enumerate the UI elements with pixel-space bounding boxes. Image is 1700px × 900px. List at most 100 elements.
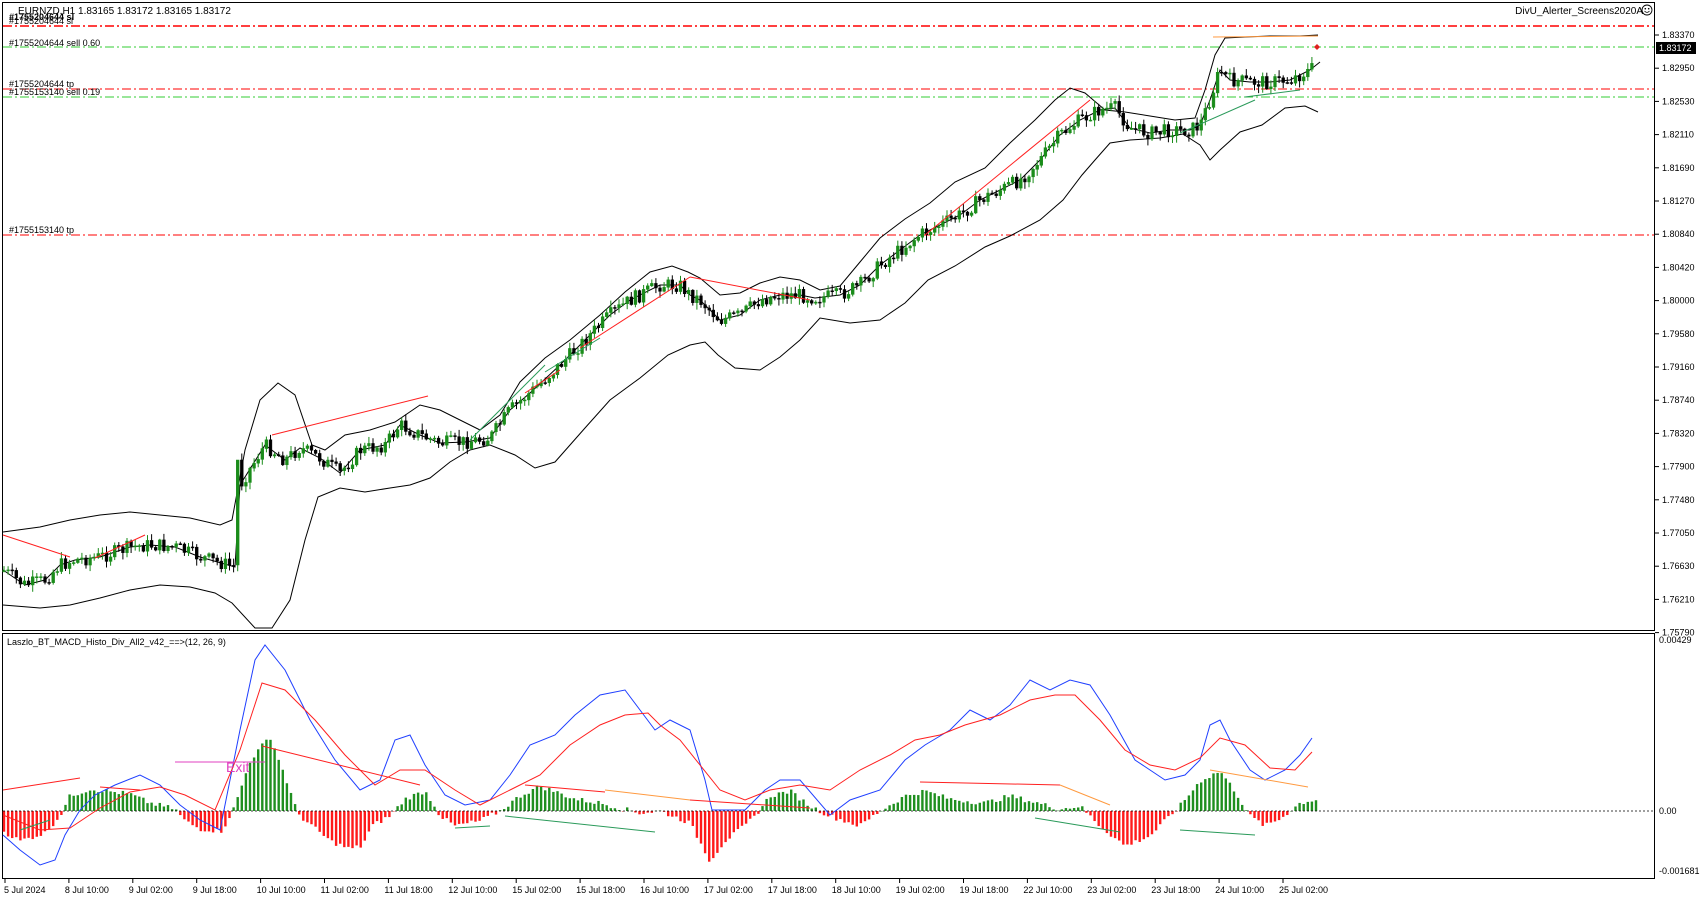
macd-divergence-line bbox=[1059, 784, 1111, 806]
lower-band bbox=[2, 105, 1319, 629]
histogram-bar bbox=[859, 811, 863, 824]
histogram-bar bbox=[617, 810, 621, 811]
histogram-bar bbox=[642, 811, 645, 814]
time-tick-label: 8 Jul 10:00 bbox=[65, 885, 109, 895]
candle-body bbox=[1113, 101, 1117, 104]
time-tick-label: 9 Jul 18:00 bbox=[193, 885, 237, 895]
histogram-bar bbox=[412, 793, 416, 811]
macd-divergence-line bbox=[524, 784, 606, 793]
main-chart-panel[interactable] bbox=[2, 2, 1655, 631]
price-tick-label: 1.78740 bbox=[1662, 395, 1695, 405]
candle-body bbox=[18, 577, 23, 585]
candle-body bbox=[1080, 114, 1084, 116]
candle-body bbox=[1183, 128, 1187, 136]
candle-body bbox=[961, 210, 966, 213]
time-tick-label: 25 Jul 02:00 bbox=[1279, 885, 1328, 895]
histogram-bar bbox=[27, 811, 30, 838]
histogram-bar bbox=[560, 793, 563, 811]
candle-body bbox=[10, 569, 14, 572]
candle-body bbox=[1056, 130, 1060, 144]
histogram-bar bbox=[330, 811, 334, 841]
histogram-bar bbox=[1286, 811, 1289, 816]
price-tick-label: 1.83370 bbox=[1662, 30, 1695, 40]
histogram-bar bbox=[589, 802, 592, 811]
histogram-bar bbox=[535, 785, 539, 811]
price-tick-label: 1.75790 bbox=[1662, 628, 1695, 638]
macd-panel[interactable] bbox=[2, 633, 1655, 879]
candle-body bbox=[432, 437, 437, 440]
candle-body bbox=[416, 430, 420, 438]
candle-body bbox=[1199, 119, 1203, 131]
histogram-bar bbox=[1134, 811, 1137, 841]
price-tick-label: 1.77900 bbox=[1662, 462, 1695, 472]
histogram-bar bbox=[802, 799, 805, 811]
histogram-bar bbox=[945, 798, 949, 811]
histogram-bar bbox=[363, 811, 366, 841]
candle-body bbox=[84, 557, 88, 566]
candle-body bbox=[154, 547, 158, 551]
candle-body bbox=[904, 247, 908, 255]
candle-body bbox=[1261, 76, 1265, 87]
candle-body bbox=[650, 283, 654, 287]
histogram-bar bbox=[626, 807, 629, 811]
histogram-bar bbox=[1171, 811, 1174, 815]
histogram-bar bbox=[1097, 811, 1100, 827]
candle-body bbox=[920, 228, 925, 238]
candle-body bbox=[646, 285, 650, 290]
histogram-bar bbox=[999, 801, 1002, 811]
histogram-bar bbox=[449, 811, 453, 823]
histogram-bar bbox=[285, 783, 289, 811]
histogram-bar bbox=[675, 811, 678, 817]
histogram-bar bbox=[740, 811, 744, 826]
candle-body bbox=[137, 545, 141, 547]
histogram-bar bbox=[724, 811, 727, 843]
histogram-bar bbox=[375, 811, 379, 822]
histogram-bar bbox=[355, 811, 358, 846]
histogram-bar bbox=[773, 796, 776, 811]
candle-body bbox=[334, 461, 338, 464]
time-tick-label: 15 Jul 18:00 bbox=[576, 885, 625, 895]
candle-body bbox=[605, 312, 609, 317]
histogram-bar bbox=[929, 792, 932, 811]
candle-body bbox=[760, 299, 765, 307]
histogram-bar bbox=[650, 811, 653, 813]
histogram-bar bbox=[531, 789, 535, 811]
histogram-bar bbox=[228, 811, 231, 819]
histogram-bar bbox=[949, 798, 953, 811]
divergence-line bbox=[524, 369, 561, 394]
histogram-bar bbox=[884, 808, 887, 811]
histogram-bar bbox=[80, 793, 84, 811]
histogram-bar bbox=[798, 800, 801, 811]
histogram-bar bbox=[60, 811, 63, 815]
candle-body bbox=[248, 467, 252, 483]
histogram-bar bbox=[1232, 791, 1236, 811]
candle-body bbox=[609, 307, 613, 313]
histogram-bar bbox=[1068, 808, 1072, 811]
histogram-bar bbox=[203, 811, 207, 832]
histogram-bar bbox=[1245, 810, 1248, 811]
histogram-bar bbox=[843, 811, 846, 823]
histogram-bar bbox=[339, 811, 342, 844]
candle-body bbox=[547, 377, 551, 383]
histogram-bar bbox=[298, 811, 301, 815]
histogram-bar bbox=[1208, 778, 1211, 811]
candle-body bbox=[687, 289, 691, 295]
price-tick-label: 1.77050 bbox=[1662, 528, 1695, 538]
candle-body bbox=[309, 445, 314, 451]
candle-body bbox=[1273, 76, 1277, 88]
candle-body bbox=[1109, 103, 1113, 109]
histogram-bar bbox=[818, 811, 822, 814]
histogram-bar bbox=[1027, 801, 1031, 811]
histogram-bar bbox=[503, 809, 506, 811]
histogram-bar bbox=[601, 803, 604, 811]
histogram-bar bbox=[1060, 809, 1063, 811]
histogram-bar bbox=[720, 811, 723, 848]
candle-body bbox=[379, 447, 383, 453]
histogram-bar bbox=[1101, 811, 1104, 830]
price-tick-label: 1.82950 bbox=[1662, 63, 1695, 73]
candle-body bbox=[1027, 176, 1031, 183]
histogram-bar bbox=[1015, 798, 1018, 811]
histogram-bar bbox=[1249, 811, 1252, 815]
candle-body bbox=[719, 319, 724, 324]
